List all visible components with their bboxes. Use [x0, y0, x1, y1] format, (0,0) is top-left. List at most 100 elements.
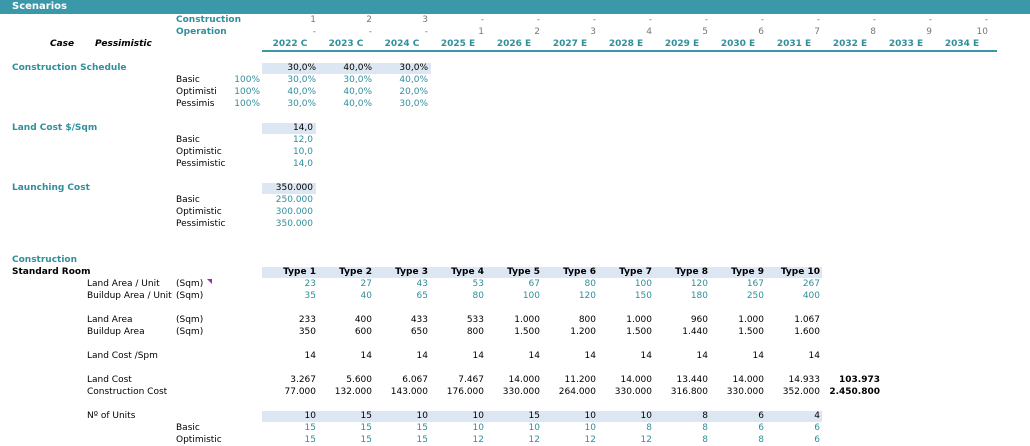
- launching-cost-value[interactable]: 350.000: [275, 219, 313, 229]
- launching-cost-value[interactable]: 250.000: [275, 195, 313, 205]
- schedule-active-2[interactable]: 40,0%: [343, 63, 372, 73]
- construction-value: 400: [354, 315, 372, 325]
- units-value[interactable]: 8: [758, 435, 764, 445]
- construction-value[interactable]: 267: [802, 279, 820, 289]
- schedule-value[interactable]: 30,0%: [399, 99, 428, 109]
- schedule-value[interactable]: 40,0%: [399, 75, 428, 85]
- construction-value[interactable]: 80: [472, 291, 484, 301]
- units-value[interactable]: 10: [528, 423, 540, 433]
- operation-period-8: 5: [702, 27, 708, 37]
- land-cost-value[interactable]: 10,0: [292, 147, 313, 157]
- year-header-6: 2027 E: [552, 39, 588, 49]
- land-cost-active[interactable]: 14,0: [292, 123, 313, 133]
- construction-value[interactable]: 67: [528, 279, 540, 289]
- schedule-value[interactable]: 30,0%: [287, 75, 316, 85]
- construction-value[interactable]: 150: [634, 291, 652, 301]
- year-header-10: 2031 E: [776, 39, 812, 49]
- units-value[interactable]: 6: [758, 423, 764, 433]
- schedule-value[interactable]: 40,0%: [343, 99, 372, 109]
- schedule-active-1[interactable]: 30,0%: [287, 63, 316, 73]
- construction-value[interactable]: 40: [360, 291, 372, 301]
- launching-cost-row-label: Pessimistic: [176, 219, 226, 229]
- units-active-value[interactable]: 10: [640, 411, 652, 421]
- units-value[interactable]: 15: [416, 423, 428, 433]
- units-active-value[interactable]: 10: [304, 411, 316, 421]
- launching-cost-value[interactable]: 300.000: [275, 207, 313, 217]
- operation-period-10: 7: [814, 27, 820, 37]
- schedule-value[interactable]: 40,0%: [343, 87, 372, 97]
- schedule-value[interactable]: 20,0%: [399, 87, 428, 97]
- units-value[interactable]: 8: [646, 423, 652, 433]
- units-active-value[interactable]: 15: [360, 411, 372, 421]
- units-value[interactable]: 15: [304, 423, 316, 433]
- units-active-value[interactable]: 10: [584, 411, 596, 421]
- construction-value[interactable]: 100: [522, 291, 540, 301]
- units-active-value[interactable]: 8: [702, 411, 708, 421]
- land-cost-value[interactable]: 12,0: [292, 135, 313, 145]
- construction-value: 1.000: [514, 315, 540, 325]
- comment-marker-icon[interactable]: [207, 279, 212, 284]
- construction-value[interactable]: 43: [416, 279, 428, 289]
- construction-value: 14: [304, 351, 316, 361]
- construction-value[interactable]: 250: [746, 291, 764, 301]
- units-value[interactable]: 15: [416, 435, 428, 445]
- units-value[interactable]: 8: [702, 423, 708, 433]
- construction-value[interactable]: 80: [584, 279, 596, 289]
- construction-value[interactable]: 23: [304, 279, 316, 289]
- construction-value[interactable]: 100: [634, 279, 652, 289]
- year-header-9: 2030 E: [720, 39, 756, 49]
- construction-value: 13.440: [676, 375, 709, 385]
- units-value[interactable]: 10: [584, 423, 596, 433]
- land-cost-value[interactable]: 14,0: [292, 159, 313, 169]
- construction-value[interactable]: 35: [304, 291, 316, 301]
- construction-period-7: -: [648, 15, 652, 25]
- construction-value: 350: [298, 327, 316, 337]
- schedule-value[interactable]: 40,0%: [287, 87, 316, 97]
- operation-period-4: 1: [478, 27, 484, 37]
- construction-value: 316.800: [670, 387, 708, 397]
- construction-value: 330.000: [726, 387, 764, 397]
- construction-value: 1.500: [738, 327, 764, 337]
- units-value[interactable]: 6: [814, 435, 820, 445]
- schedule-value[interactable]: 30,0%: [343, 75, 372, 85]
- construction-value[interactable]: 65: [416, 291, 428, 301]
- units-active-value[interactable]: 15: [528, 411, 540, 421]
- construction-value: 14: [808, 351, 820, 361]
- year-header-3: 2024 C: [384, 39, 420, 49]
- construction-row-unit: (Sqm): [176, 291, 204, 301]
- construction-value[interactable]: 180: [690, 291, 708, 301]
- launching-cost-active[interactable]: 350.000: [275, 183, 313, 193]
- units-value[interactable]: 12: [472, 435, 484, 445]
- units-value[interactable]: 10: [472, 423, 484, 433]
- construction-value[interactable]: 120: [578, 291, 596, 301]
- construction-value[interactable]: 53: [472, 279, 484, 289]
- units-value[interactable]: 8: [702, 435, 708, 445]
- units-active-value[interactable]: 10: [472, 411, 484, 421]
- operation-period-6: 3: [590, 27, 596, 37]
- units-value[interactable]: 12: [584, 435, 596, 445]
- units-value[interactable]: 6: [814, 423, 820, 433]
- construction-value[interactable]: 400: [802, 291, 820, 301]
- units-active-value[interactable]: 6: [758, 411, 764, 421]
- construction-value: 6.067: [402, 375, 428, 385]
- units-value[interactable]: 15: [360, 435, 372, 445]
- construction-value: 650: [410, 327, 428, 337]
- construction-value[interactable]: 120: [690, 279, 708, 289]
- schedule-active-3[interactable]: 30,0%: [399, 63, 428, 73]
- units-active-value[interactable]: 10: [416, 411, 428, 421]
- construction-value: 1.000: [738, 315, 764, 325]
- construction-period-12: -: [928, 15, 932, 25]
- schedule-value[interactable]: 30,0%: [287, 99, 316, 109]
- units-value[interactable]: 12: [528, 435, 540, 445]
- units-value[interactable]: 15: [360, 423, 372, 433]
- units-row-label: Basic: [176, 423, 200, 433]
- units-value[interactable]: 12: [640, 435, 652, 445]
- units-active-value[interactable]: 4: [814, 411, 820, 421]
- construction-value: 14: [416, 351, 428, 361]
- construction-row-total: 2.450.800: [829, 387, 880, 397]
- construction-value[interactable]: 167: [746, 279, 764, 289]
- construction-value[interactable]: 27: [360, 279, 372, 289]
- units-value[interactable]: 15: [304, 435, 316, 445]
- construction-value: 14: [528, 351, 540, 361]
- case-value[interactable]: Pessimistic: [95, 39, 152, 49]
